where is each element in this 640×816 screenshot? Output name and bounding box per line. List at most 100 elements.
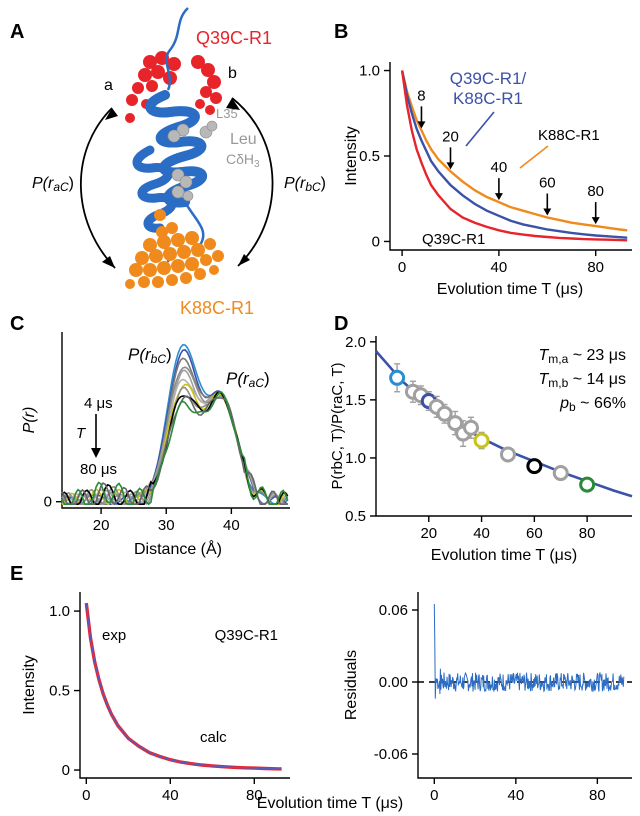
data-point-13 [579,476,596,493]
time-marker-label: 80 [587,183,604,200]
chart-e-left: 0 40 80 0 0.5 1.0 exp Q39C-R1 calc Intensity [21,592,290,804]
series-label-line: K88C-R1 [453,89,523,108]
time-marker-head [446,162,455,170]
annotation-pb-sub: b [569,400,576,414]
peak-ac-close: ) [264,369,270,388]
annotation-tmb-sub: m,b [548,376,568,390]
axis-frame [389,62,632,251]
time-marker-head [591,217,600,225]
x-tick-label: 80 [589,787,606,804]
annotation-tma-sub: m,a [548,352,568,366]
time-marker-label: 20 [442,128,459,145]
k88c-label: K88C-R1 [180,298,254,318]
panel-label-e: E [10,563,23,585]
time-marker-head [494,193,503,201]
residuals-trace [433,603,625,699]
annotation-tmb-var: T [539,371,550,388]
time-marker-label: 60 [539,175,556,192]
y-tick-label: 1.0 [359,63,380,80]
x-tick-label: 80 [587,259,604,276]
data-point-8 [463,419,480,436]
series-label-line: Q39C-R1/ [450,69,527,88]
panel-label-c: C [10,313,24,335]
peak-bc-close: ) [166,345,172,364]
time-top-label: 4 μs [84,395,113,412]
y-tick-label: 0.5 [345,508,366,525]
arrow-ac [79,107,116,269]
x-tick-label: 20 [420,525,437,542]
data-point-6 [447,415,464,432]
x-tick-label: 30 [158,517,175,534]
x-tick-label: 40 [223,517,240,534]
annotation-tma-val: ~ 23 μs [568,347,626,364]
time-var-label: T [76,425,87,442]
chart-e-title: Q39C-R1 [215,627,278,644]
panel-label-d: D [334,313,348,335]
y-tick-label: 0.5 [359,148,380,165]
x-tick-label: 20 [93,517,110,534]
y-tick-label: 0 [62,762,70,779]
data-point-11 [526,458,543,475]
panel-a: A [10,7,326,318]
axis-frame [417,592,632,779]
arrow-heads [102,98,250,268]
annotation-pb: pb ~ 66% [559,395,626,414]
peak-bc-sub: bC [151,352,167,366]
time-marker-head [417,121,426,129]
peak-bc-text: P(r [128,345,152,364]
x-axis-label: Evolution time T (μs) [437,281,583,298]
series-label-q39c: Q39C-R1 [422,231,485,248]
panel-label-b: B [334,21,348,43]
y-tick-label: 0.06 [379,602,408,619]
p-rac-label: P(raC) [32,175,74,194]
x-tick-label: 80 [246,787,263,804]
x-axis-label: Evolution time T (μs) [431,547,577,564]
y-tick-label: 1.0 [49,603,70,620]
annotation-tmb-val: ~ 14 μs [568,371,626,388]
annotation-tmb: Tm,b ~ 14 μs [539,371,627,390]
x-tick-label: 40 [507,787,524,804]
distance-curve-10 [61,391,289,506]
protein-backbone [165,7,189,91]
x-tick-label: 0 [82,787,90,804]
label-pointer-double [465,111,495,147]
distance-arrows [79,97,274,269]
q39c-spin-cloud [125,51,222,123]
protein-helices [145,90,207,208]
peak-ac-text: P(r [226,369,250,388]
y-tick-label: 2.0 [345,334,366,351]
x-tick-label: 0 [430,787,438,804]
x-tick-label: 40 [162,787,179,804]
l35-label: L35 [216,106,238,121]
x-tick-label: 40 [491,259,508,276]
x-axis-label: Distance (Å) [134,539,222,558]
data-point-5 [436,405,453,422]
calc-curve [85,603,282,770]
data-point-10 [499,446,516,463]
y-axis-label: Residuals [343,650,360,720]
annotation-pb-val: ~ 66% [576,395,626,412]
time-arrow-head [91,448,101,458]
annotation-pb-var: p [559,395,569,412]
series-label-double: Q39C-R1/K88C-R1 [450,69,527,108]
leu-cdh3-label: CδH3 [226,151,260,170]
data-point-12 [552,465,569,482]
y-tick-label: 1.0 [345,450,366,467]
series-line-1 [400,70,628,239]
annotation-tma: Tm,a ~ 23 μs [539,347,627,366]
panel-e: E 0 40 80 0 0.5 1.0 exp Q39C-R1 calc Intensity 0 4… [10,563,632,812]
exp-label: exp [102,627,126,644]
peak-bc-label: P(rbC) [128,345,172,366]
peak-ac-sub: aC [249,376,265,390]
series-line-0 [400,70,628,242]
panel-b: B 0 40 8000.51.0Q39C-R1Q39C-R1/K88C-R1K88C… [334,21,632,298]
shared-x-axis-label: Evolution time T (μs) [257,795,403,812]
arrow-bc [231,97,274,267]
time-marker-label: 40 [491,159,508,176]
x-tick-label: 80 [579,525,596,542]
site-a-label: a [104,77,113,94]
